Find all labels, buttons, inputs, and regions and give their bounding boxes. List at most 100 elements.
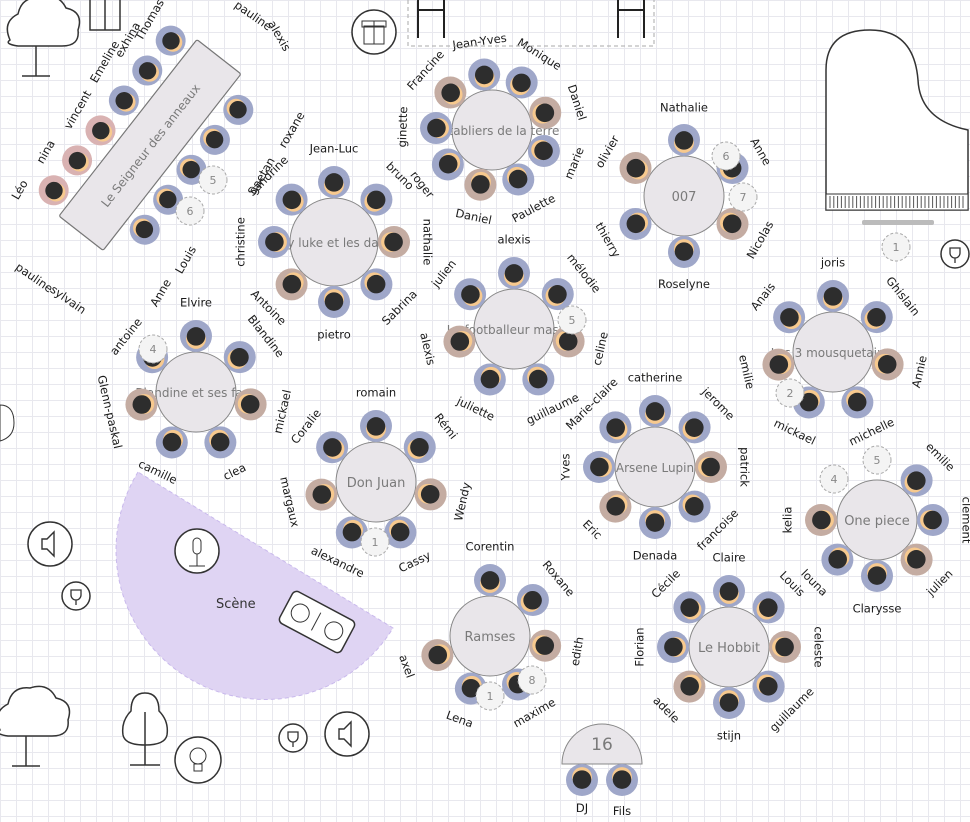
seat-count-badge[interactable]: 6	[175, 196, 205, 226]
guest-chair[interactable]	[673, 670, 706, 703]
guest-chair[interactable]	[147, 179, 189, 221]
power-outlet-icon[interactable]	[278, 723, 308, 753]
guest-chair[interactable]	[606, 764, 638, 796]
guest-chair[interactable]	[56, 139, 98, 181]
guest-chair[interactable]	[583, 451, 615, 483]
guest-chair[interactable]	[716, 208, 749, 240]
guest-chair[interactable]	[841, 386, 874, 419]
seat-count-badge[interactable]: 4	[138, 334, 168, 364]
guest-chair[interactable]	[769, 631, 801, 663]
dj-console-icon[interactable]	[278, 590, 357, 655]
guest-chair[interactable]	[917, 504, 949, 536]
guest-chair[interactable]	[805, 504, 837, 536]
guest-chair[interactable]	[414, 478, 447, 511]
seat-count-badge[interactable]: 6	[711, 141, 741, 171]
guest-chair[interactable]	[360, 183, 393, 216]
table-donjuan[interactable]: Don Juan	[335, 441, 417, 523]
guest-chair[interactable]	[619, 208, 652, 240]
guest-chair[interactable]	[474, 564, 506, 596]
guest-chair[interactable]	[639, 395, 671, 427]
guest-chair[interactable]	[657, 631, 689, 663]
guest-chair[interactable]	[599, 490, 632, 523]
guest-chair[interactable]	[217, 89, 259, 131]
microphone-icon[interactable]	[174, 528, 220, 574]
guest-chair[interactable]	[378, 226, 410, 258]
guest-chair[interactable]	[150, 20, 192, 62]
guest-chair[interactable]	[223, 341, 256, 374]
guest-chair[interactable]	[752, 591, 785, 624]
guest-chair[interactable]	[421, 639, 454, 672]
table-ramses[interactable]: Ramses	[449, 595, 531, 677]
power-outlet-icon[interactable]	[940, 239, 970, 269]
guest-chair[interactable]	[773, 301, 806, 334]
guest-chair[interactable]	[695, 451, 727, 483]
guest-chair[interactable]	[234, 388, 267, 421]
piano-icon[interactable]	[825, 29, 969, 225]
seat-count-badge[interactable]: 7	[728, 182, 758, 212]
seat-count-badge[interactable]: 2	[775, 378, 805, 408]
guest-chair[interactable]	[103, 79, 145, 121]
guest-chair[interactable]	[194, 119, 236, 161]
entrance-area[interactable]	[407, 0, 655, 47]
guest-chair[interactable]	[678, 490, 711, 523]
guest-chair[interactable]	[360, 410, 392, 442]
guest-chair[interactable]	[522, 363, 555, 396]
table-blandine[interactable]: Blandine et ses fans	[135, 351, 257, 433]
guest-chair[interactable]	[275, 183, 308, 216]
guest-chair[interactable]	[752, 670, 785, 703]
seat-count-badge[interactable]: 5	[862, 445, 892, 475]
seat-count-badge[interactable]: 4	[819, 464, 849, 494]
guest-chair[interactable]	[335, 516, 368, 549]
lightbulb-icon[interactable]	[174, 736, 222, 784]
guest-chair[interactable]	[713, 687, 745, 719]
seat-count-badge[interactable]: 1	[475, 681, 505, 711]
guest-chair[interactable]	[541, 278, 574, 311]
guest-chair[interactable]	[431, 148, 464, 181]
guest-chair[interactable]	[33, 169, 75, 211]
guest-chair[interactable]	[668, 124, 700, 156]
guest-chair[interactable]	[639, 507, 671, 539]
guest-chair[interactable]	[668, 236, 700, 268]
guest-chair[interactable]	[468, 58, 501, 91]
guest-chair[interactable]	[124, 209, 166, 251]
guest-chair[interactable]	[673, 591, 706, 624]
seat-count-badge[interactable]: 8	[517, 665, 547, 695]
speaker-icon[interactable]	[324, 711, 370, 757]
guest-chair[interactable]	[516, 584, 549, 617]
seat-count-badge[interactable]: 1	[881, 232, 911, 262]
guest-chair[interactable]	[316, 431, 349, 464]
table-arsene[interactable]: Arsene Lupin	[614, 426, 696, 508]
guest-chair[interactable]	[619, 152, 652, 184]
guest-chair[interactable]	[180, 320, 212, 352]
guest-chair[interactable]	[454, 278, 487, 311]
guest-chair[interactable]	[502, 163, 535, 196]
guest-chair[interactable]	[566, 764, 598, 796]
guest-chair[interactable]	[318, 166, 350, 198]
guest-chair[interactable]	[678, 411, 711, 444]
guest-chair[interactable]	[305, 478, 338, 511]
guest-chair[interactable]	[464, 168, 497, 201]
guest-chair[interactable]	[821, 543, 854, 576]
guest-chair[interactable]	[817, 280, 849, 312]
guest-chair[interactable]	[420, 112, 453, 145]
seat-count-badge[interactable]: 5	[198, 165, 228, 195]
guest-chair[interactable]	[473, 363, 506, 396]
guest-chair[interactable]	[529, 629, 562, 662]
power-outlet-icon[interactable]	[61, 581, 91, 611]
guest-chair[interactable]	[125, 388, 158, 421]
guest-chair[interactable]	[599, 411, 632, 444]
guest-chair[interactable]	[384, 516, 417, 549]
speaker-icon[interactable]	[27, 521, 73, 567]
guest-chair[interactable]	[527, 134, 560, 167]
guest-chair[interactable]	[126, 49, 168, 91]
round-table[interactable]	[451, 89, 533, 171]
guest-chair[interactable]	[443, 325, 476, 358]
table-tabliers[interactable]: Les tabliers de la terre	[425, 89, 560, 171]
guest-chair[interactable]	[79, 109, 121, 151]
guest-chair[interactable]	[403, 431, 436, 464]
table-007[interactable]: 007	[643, 155, 725, 237]
rect-table[interactable]	[59, 39, 241, 251]
seat-count-badge[interactable]: 1	[360, 527, 390, 557]
guest-chair[interactable]	[871, 348, 904, 381]
